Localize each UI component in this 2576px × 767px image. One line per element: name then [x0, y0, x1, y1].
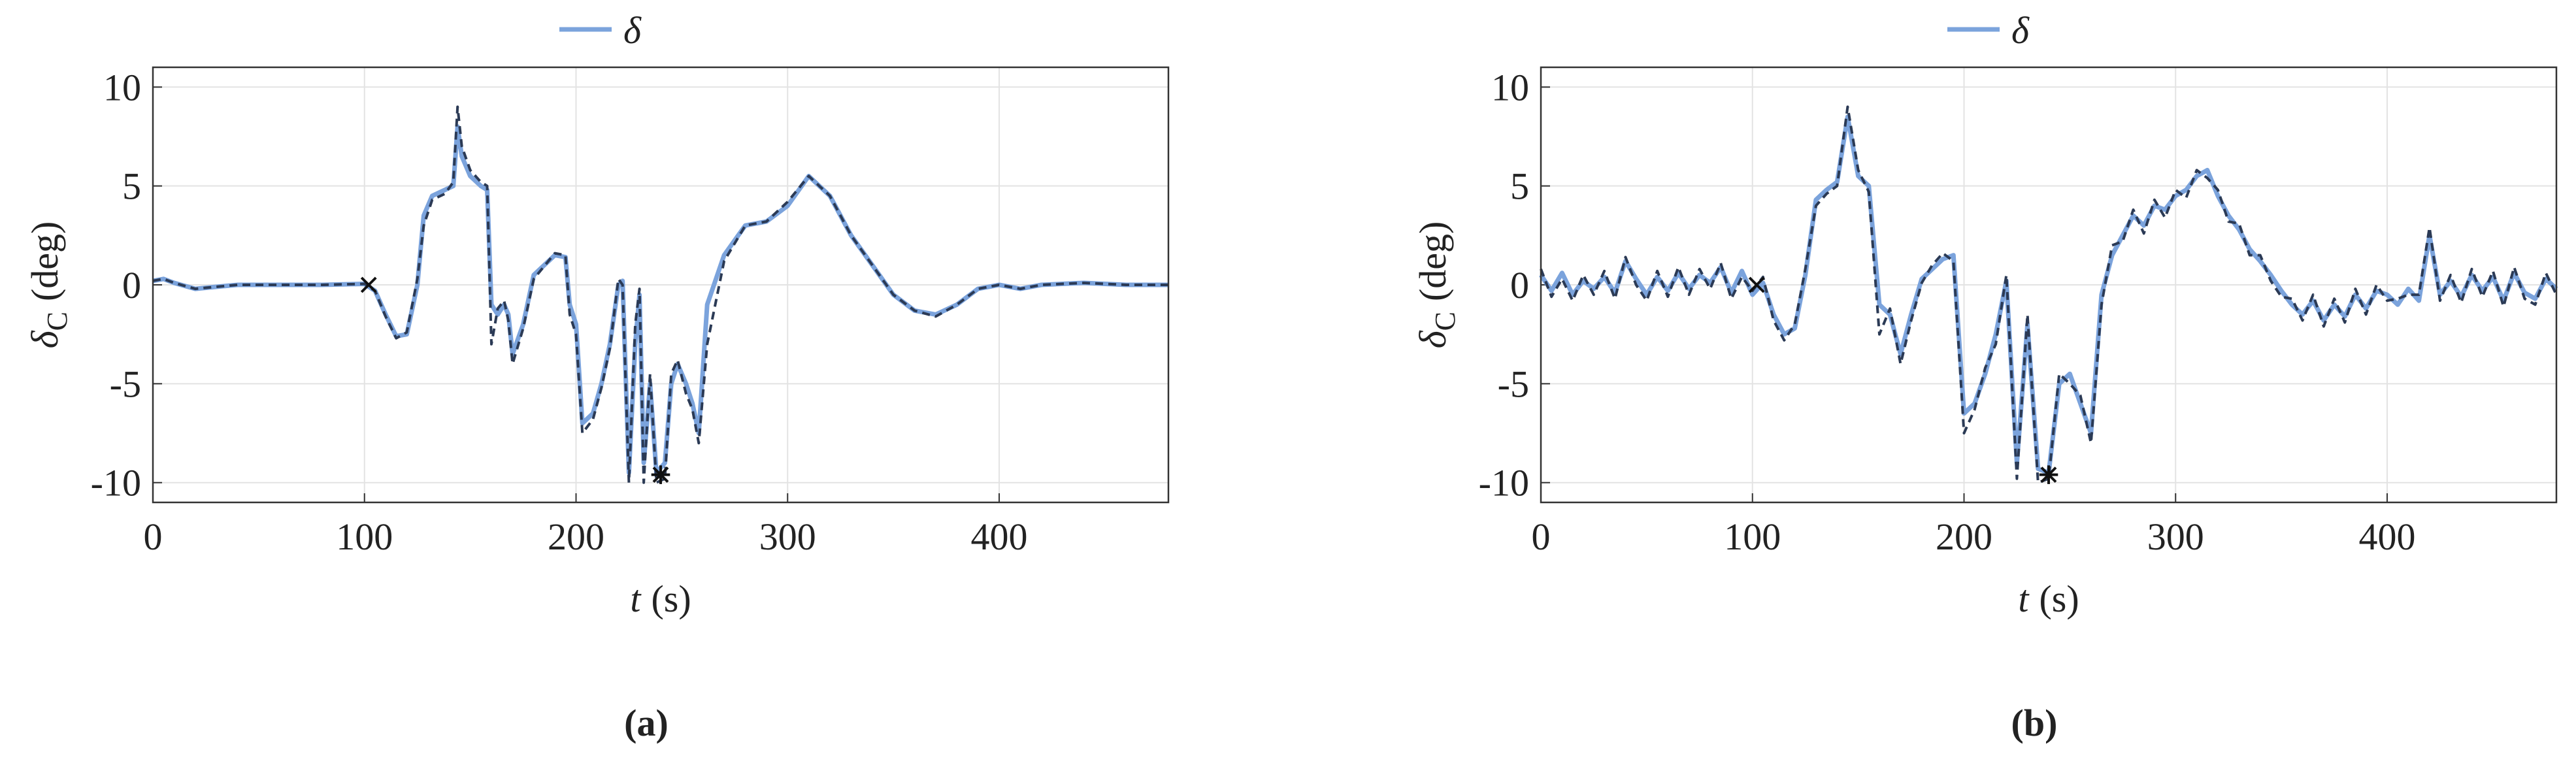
y-axis-label: δC (deg) [1412, 221, 1461, 349]
y-tick-label: 5 [122, 165, 141, 208]
x-tick-label: 0 [144, 515, 163, 558]
x-label-symbol: t [2018, 578, 2030, 620]
y-label-symbol: δ [24, 330, 66, 348]
y-label-symbol: δ [1412, 330, 1454, 348]
y-tick-label: 0 [1510, 264, 1529, 306]
panel-caption: (b) [2011, 702, 2058, 744]
x-tick-label: 100 [336, 515, 393, 558]
marker [360, 276, 377, 293]
x-tick-label: 300 [2147, 515, 2204, 558]
legend-label: δ [2011, 9, 2030, 52]
marker-stroke [1748, 276, 1765, 293]
dashed-line [1540, 105, 2558, 484]
y-label-unit: (deg) [1412, 221, 1454, 301]
x-label-unit: (s) [2039, 578, 2079, 620]
y-axis-label: δC (deg) [24, 221, 73, 349]
x-axis-label: t (s) [630, 578, 691, 620]
y-tick-label: 10 [103, 66, 141, 108]
y-tick-label: 5 [1510, 165, 1529, 208]
y-tick-label: 0 [122, 264, 141, 306]
dashed-line [152, 105, 1168, 484]
x-tick-label: 200 [548, 515, 604, 558]
marker [651, 465, 670, 484]
x-tick-label: 100 [1724, 515, 1781, 558]
axis-box [1540, 66, 2558, 504]
y-tick-label: -10 [91, 462, 141, 504]
axis-box [152, 66, 1170, 504]
x-tick-label: 0 [1532, 515, 1551, 558]
panel-caption: (a) [624, 702, 669, 744]
y-label-subscript: C [1429, 312, 1461, 331]
x-tick-label: 200 [1936, 515, 1992, 558]
marker [1748, 276, 1765, 293]
y-tick-label: 10 [1491, 66, 1529, 108]
x-tick-label: 400 [971, 515, 1028, 558]
y-tick-label: -10 [1479, 462, 1529, 504]
x-label-symbol: t [630, 578, 642, 620]
x-tick-label: 300 [759, 515, 816, 558]
y-tick-label: -5 [1498, 363, 1529, 405]
y-label-unit: (deg) [24, 221, 66, 301]
x-axis-label: t (s) [2018, 578, 2079, 620]
x-tick-label: 400 [2359, 515, 2416, 558]
y-tick-label: -5 [110, 363, 141, 405]
marker [2039, 465, 2058, 484]
legend-label: δ [623, 9, 642, 52]
y-label-subscript: C [41, 312, 73, 331]
x-label-unit: (s) [651, 578, 691, 620]
marker-stroke [360, 276, 377, 293]
